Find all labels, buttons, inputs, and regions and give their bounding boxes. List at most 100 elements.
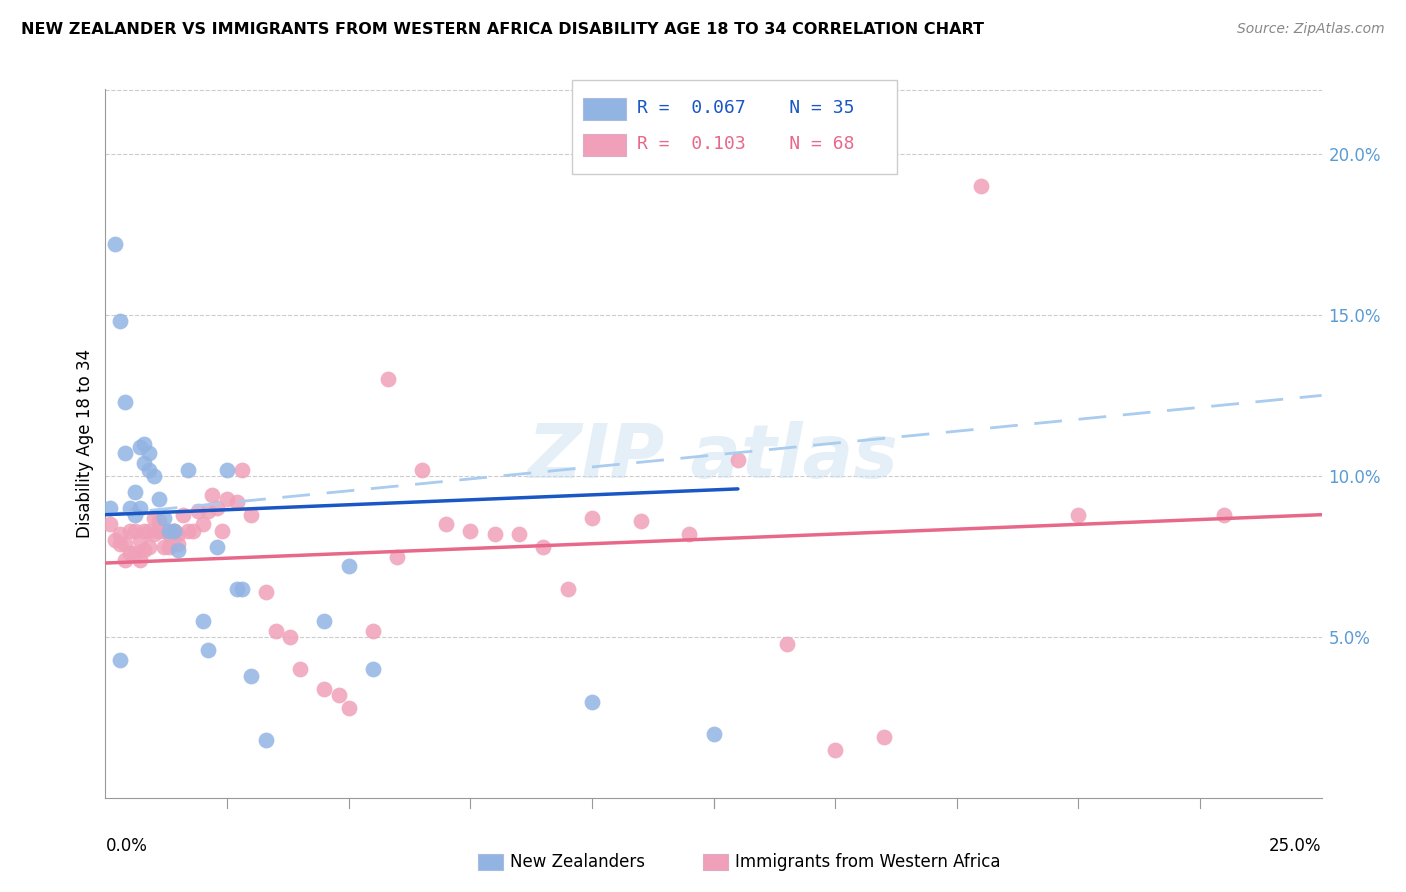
Point xyxy=(581,695,603,709)
Text: NEW ZEALANDER VS IMMIGRANTS FROM WESTERN AFRICA DISABILITY AGE 18 TO 34 CORRELAT: NEW ZEALANDER VS IMMIGRANTS FROM WESTERN… xyxy=(21,22,984,37)
Point xyxy=(108,653,131,667)
Point xyxy=(240,669,263,683)
Point xyxy=(167,527,190,541)
Point xyxy=(138,524,160,538)
Point xyxy=(108,537,131,551)
Point xyxy=(104,533,127,548)
Point xyxy=(148,491,170,506)
Point xyxy=(225,582,247,596)
Point xyxy=(508,527,530,541)
Text: New Zealanders: New Zealanders xyxy=(510,853,645,871)
Point xyxy=(727,453,749,467)
Text: Immigrants from Western Africa: Immigrants from Western Africa xyxy=(735,853,1001,871)
Point xyxy=(157,527,180,541)
Point xyxy=(387,549,409,564)
Point xyxy=(254,585,277,599)
Point xyxy=(134,436,156,450)
Point xyxy=(197,504,219,518)
Point xyxy=(143,469,166,483)
Point xyxy=(231,462,253,476)
Point xyxy=(970,178,993,193)
Point xyxy=(134,524,156,538)
Point xyxy=(128,533,150,548)
Point xyxy=(157,540,180,554)
Point xyxy=(434,517,457,532)
Point xyxy=(207,501,229,516)
Point xyxy=(157,524,180,538)
Point xyxy=(181,524,204,538)
Point xyxy=(557,582,579,596)
Point xyxy=(775,637,797,651)
Point xyxy=(172,508,194,522)
Point xyxy=(104,236,127,251)
Point xyxy=(128,553,150,567)
Point xyxy=(361,662,384,676)
Point xyxy=(337,701,360,715)
Point xyxy=(217,462,239,476)
Point xyxy=(143,511,166,525)
Point xyxy=(484,527,506,541)
Point xyxy=(278,630,301,644)
Point xyxy=(187,504,209,518)
Point xyxy=(162,524,184,538)
Point xyxy=(254,733,277,747)
Y-axis label: Disability Age 18 to 34: Disability Age 18 to 34 xyxy=(76,349,94,539)
Point xyxy=(231,582,253,596)
Point xyxy=(361,624,384,638)
Point xyxy=(114,537,136,551)
Point xyxy=(328,688,350,702)
Point xyxy=(134,543,156,558)
Point xyxy=(630,514,652,528)
Text: R =  0.067    N = 35: R = 0.067 N = 35 xyxy=(637,99,855,117)
Point xyxy=(138,446,160,460)
Point xyxy=(153,540,176,554)
Point xyxy=(143,527,166,541)
Point xyxy=(124,508,146,522)
Point xyxy=(225,495,247,509)
Point xyxy=(114,553,136,567)
Point xyxy=(138,540,160,554)
Point xyxy=(124,485,146,500)
Point xyxy=(167,543,190,558)
Point xyxy=(337,559,360,574)
Text: ZIP atlas: ZIP atlas xyxy=(529,421,898,494)
Point xyxy=(108,314,131,328)
Point xyxy=(148,514,170,528)
Point xyxy=(1067,508,1090,522)
Point xyxy=(118,546,141,560)
Point xyxy=(128,440,150,454)
Text: Source: ZipAtlas.com: Source: ZipAtlas.com xyxy=(1237,22,1385,37)
Point xyxy=(217,491,239,506)
Point xyxy=(191,614,214,628)
Point xyxy=(211,524,233,538)
Point xyxy=(138,462,160,476)
Point xyxy=(162,524,184,538)
Point xyxy=(162,524,184,538)
Point xyxy=(197,643,219,657)
Text: 0.0%: 0.0% xyxy=(105,837,148,855)
Point xyxy=(873,730,896,744)
Point xyxy=(240,508,263,522)
Point xyxy=(207,540,229,554)
Point xyxy=(377,372,399,386)
Point xyxy=(678,527,700,541)
Point xyxy=(288,662,311,676)
Point xyxy=(411,462,433,476)
Point xyxy=(702,727,725,741)
Point xyxy=(531,540,554,554)
Point xyxy=(148,524,170,538)
Point xyxy=(177,524,200,538)
Point xyxy=(581,511,603,525)
Point xyxy=(98,501,121,516)
Point xyxy=(98,517,121,532)
Point xyxy=(118,501,141,516)
Point xyxy=(118,524,141,538)
Point xyxy=(167,537,190,551)
Point xyxy=(314,681,336,696)
Point xyxy=(314,614,336,628)
Text: 25.0%: 25.0% xyxy=(1270,837,1322,855)
Point xyxy=(124,546,146,560)
Point xyxy=(153,511,176,525)
Point xyxy=(153,524,176,538)
Text: R =  0.103    N = 68: R = 0.103 N = 68 xyxy=(637,135,855,153)
